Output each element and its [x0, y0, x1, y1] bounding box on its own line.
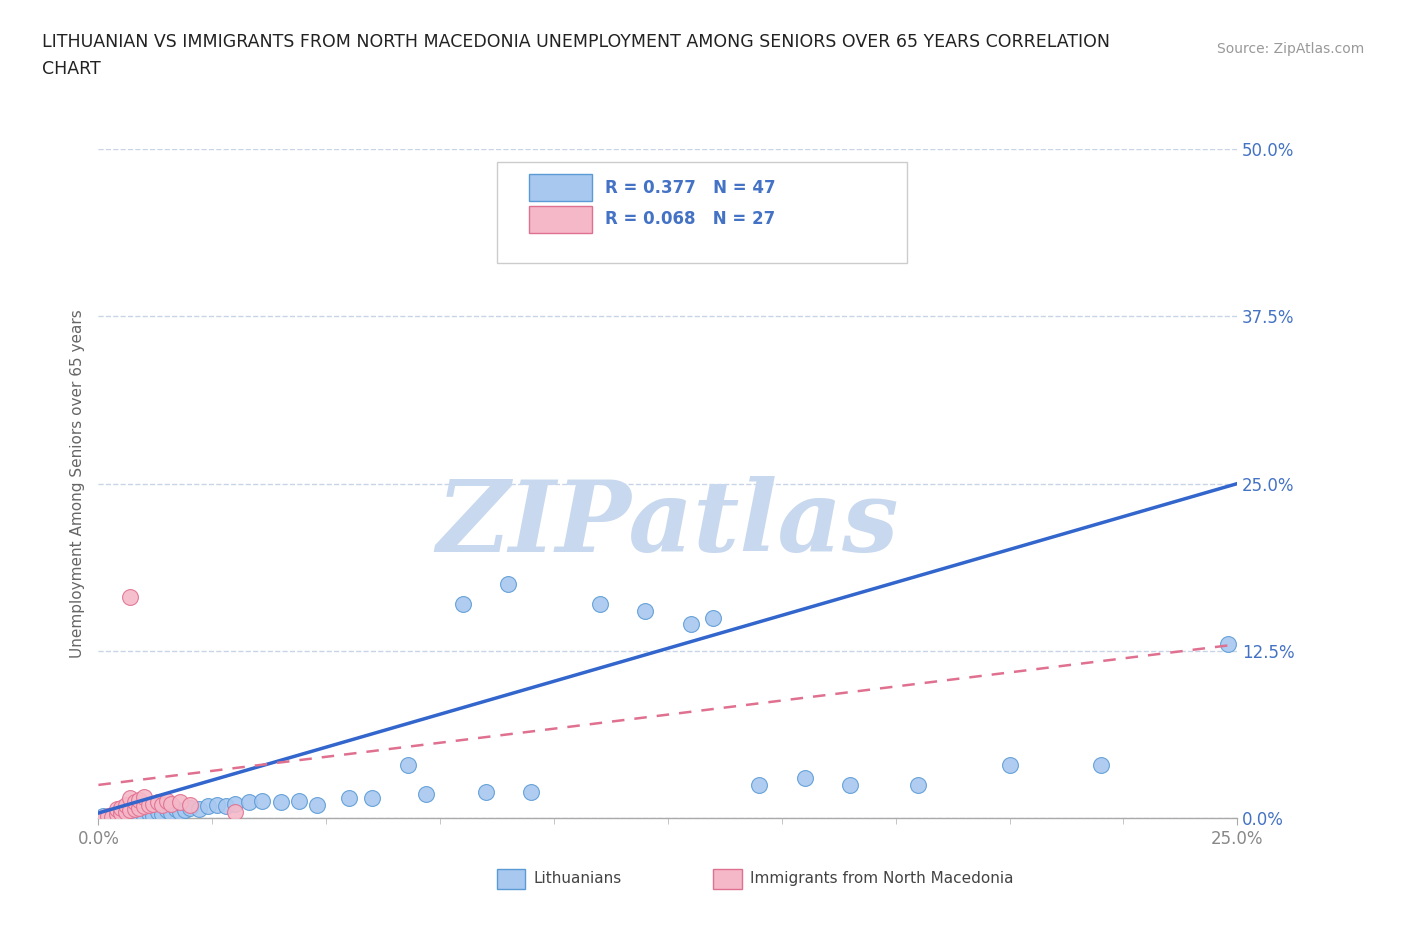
Point [337, 790, 360, 805]
Point [120, 803, 142, 817]
Point [634, 604, 657, 618]
Point [520, 784, 543, 799]
Point [474, 784, 496, 799]
Bar [713, 869, 742, 889]
Point [160, 796, 183, 811]
Point [451, 597, 474, 612]
Point [588, 597, 610, 612]
Point [839, 777, 862, 792]
Point [128, 807, 150, 822]
Point [907, 777, 929, 792]
Point [120, 805, 142, 820]
Point [307, 798, 329, 813]
Point [114, 804, 136, 819]
Point [197, 799, 219, 814]
Point [146, 804, 169, 819]
Point [101, 810, 124, 825]
Point [124, 802, 146, 817]
Point [415, 787, 437, 802]
Point [105, 807, 128, 822]
Point [270, 795, 292, 810]
Point [396, 757, 419, 772]
Point [360, 790, 382, 805]
Point [156, 793, 179, 808]
Point [998, 757, 1021, 772]
Point [142, 808, 165, 823]
Text: Immigrants from North Macedonia: Immigrants from North Macedonia [749, 871, 1014, 886]
Point [169, 795, 191, 810]
Point [120, 790, 142, 805]
Point [150, 807, 173, 822]
Point [1090, 757, 1112, 772]
Point [105, 807, 128, 822]
Point [128, 800, 150, 815]
Point [498, 577, 520, 591]
Point [105, 802, 128, 817]
Point [679, 617, 702, 631]
Bar [529, 206, 592, 232]
Point [179, 798, 201, 813]
Point [252, 793, 274, 808]
Text: R = 0.068   N = 27: R = 0.068 N = 27 [605, 210, 776, 228]
Point [110, 805, 132, 820]
Point [160, 805, 183, 820]
Point [110, 800, 132, 815]
Point [224, 796, 246, 811]
Point [165, 802, 187, 817]
Point [793, 771, 815, 786]
Point [179, 800, 201, 815]
Point [132, 790, 155, 804]
Point [205, 798, 228, 813]
Point [114, 798, 136, 813]
Point [156, 803, 179, 817]
Point [132, 799, 155, 814]
Point [124, 795, 146, 810]
Text: ZIPatlas: ZIPatlas [437, 475, 898, 572]
Point [124, 810, 146, 825]
Point [150, 798, 173, 813]
Point [120, 590, 142, 604]
Point [142, 796, 165, 811]
Point [702, 610, 724, 625]
Point [128, 792, 150, 807]
Point [748, 777, 770, 792]
Point [238, 795, 260, 810]
Text: Lithuanians: Lithuanians [533, 871, 621, 886]
Point [138, 805, 160, 820]
Point [187, 802, 209, 817]
Point [91, 808, 114, 823]
Point [91, 811, 114, 826]
Bar [498, 869, 526, 889]
Point [96, 808, 118, 823]
Text: R = 0.377   N = 47: R = 0.377 N = 47 [605, 179, 776, 196]
Point [215, 799, 238, 814]
Point [101, 810, 124, 825]
Point [138, 798, 160, 813]
Point [146, 795, 169, 810]
Point [288, 793, 311, 808]
Point [169, 804, 191, 819]
FancyBboxPatch shape [498, 162, 907, 262]
Point [114, 808, 136, 823]
Text: LITHUANIAN VS IMMIGRANTS FROM NORTH MACEDONIA UNEMPLOYMENT AMONG SENIORS OVER 65: LITHUANIAN VS IMMIGRANTS FROM NORTH MACE… [42, 33, 1111, 50]
Bar [529, 174, 592, 201]
Text: CHART: CHART [42, 60, 101, 78]
Point [174, 803, 197, 817]
Point [1218, 637, 1240, 652]
Point [224, 804, 246, 819]
Point [132, 808, 155, 823]
Text: Source: ZipAtlas.com: Source: ZipAtlas.com [1216, 42, 1364, 56]
Y-axis label: Unemployment Among Seniors over 65 years: Unemployment Among Seniors over 65 years [69, 309, 84, 658]
